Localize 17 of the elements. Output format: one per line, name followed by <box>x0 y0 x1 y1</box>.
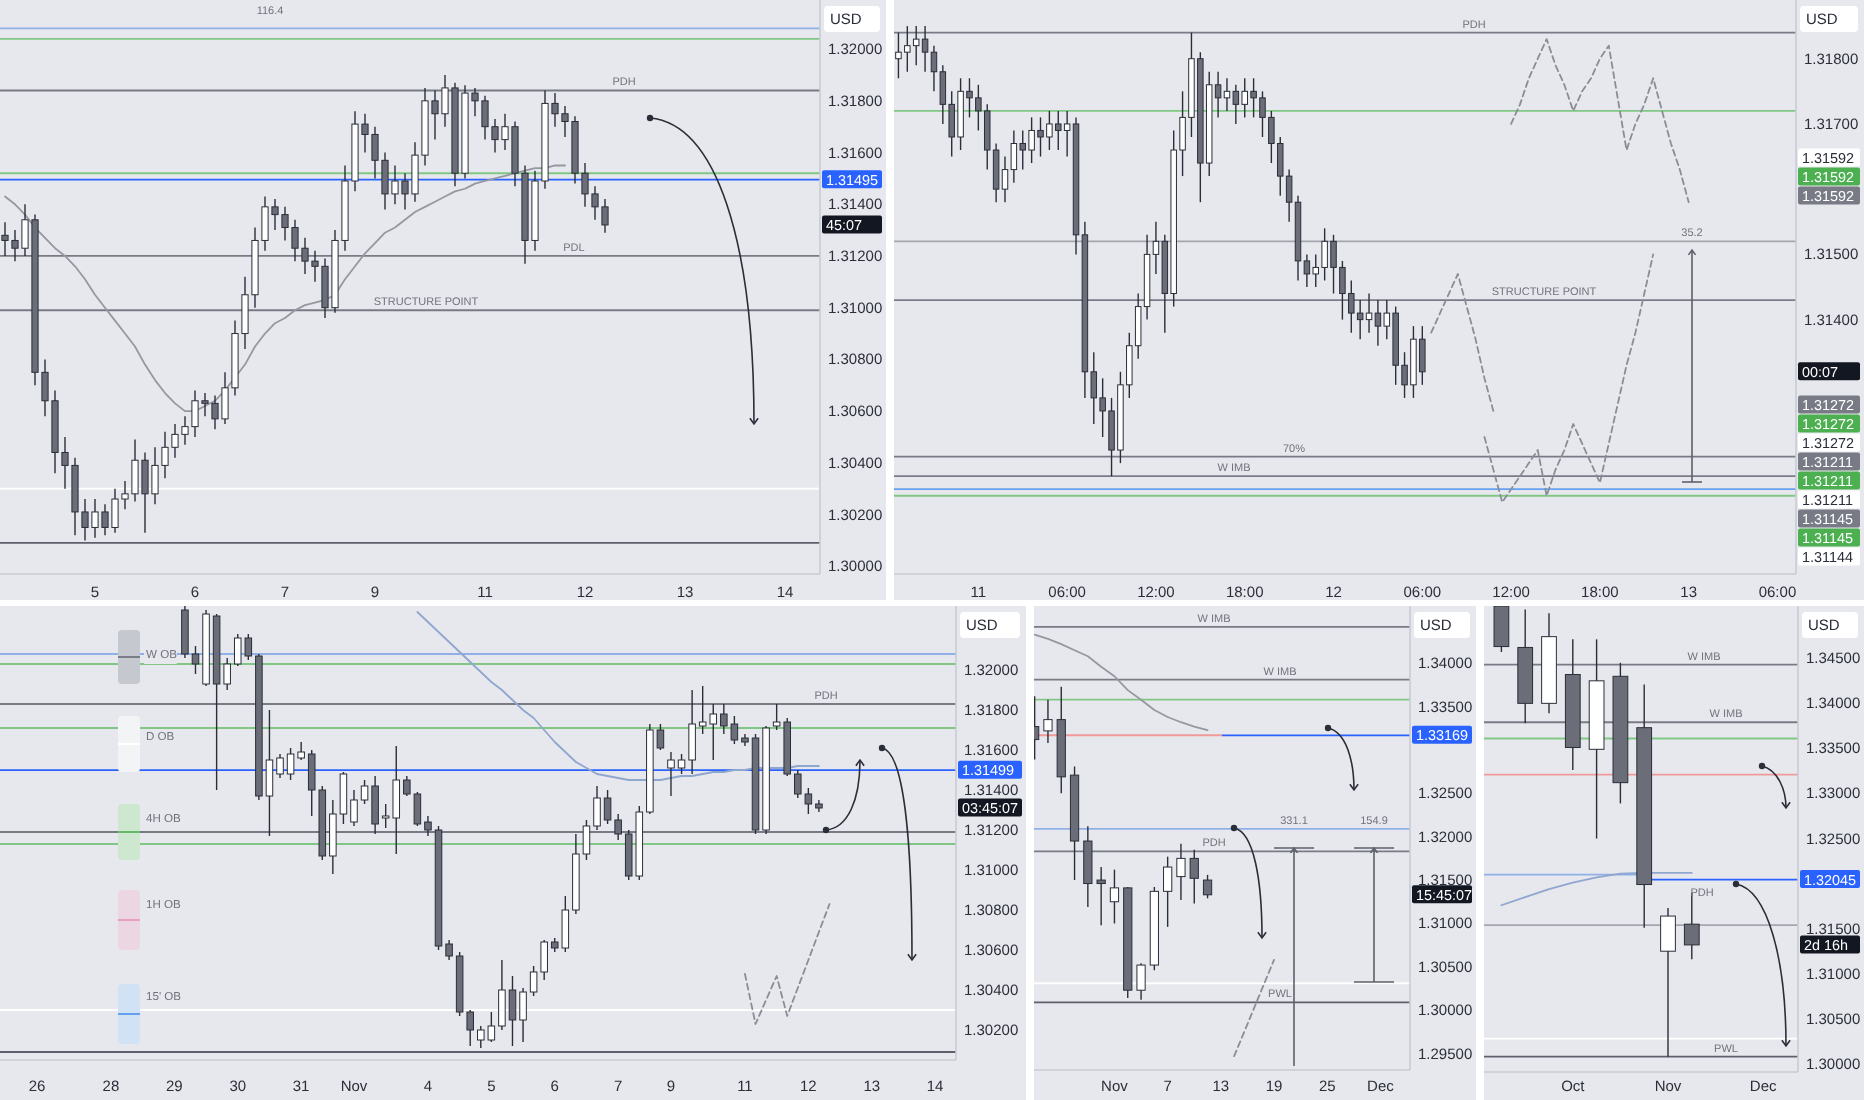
candlestick <box>1010 129 1018 184</box>
candlestick <box>1356 299 1364 340</box>
candlestick <box>921 25 929 73</box>
candlestick <box>1374 299 1382 347</box>
candlestick <box>1493 606 1510 653</box>
candlestick <box>912 25 920 66</box>
line-series <box>1430 273 1495 412</box>
candlestick <box>1202 874 1213 899</box>
candlestick <box>1163 855 1173 928</box>
line-series <box>1510 38 1690 204</box>
line-series <box>744 903 831 1025</box>
line-series <box>1500 871 1693 907</box>
candlestick <box>1232 84 1240 125</box>
candlestick <box>1109 868 1120 925</box>
line-series <box>1483 253 1655 504</box>
candlestick <box>1365 292 1373 334</box>
line-series <box>1034 633 1209 731</box>
